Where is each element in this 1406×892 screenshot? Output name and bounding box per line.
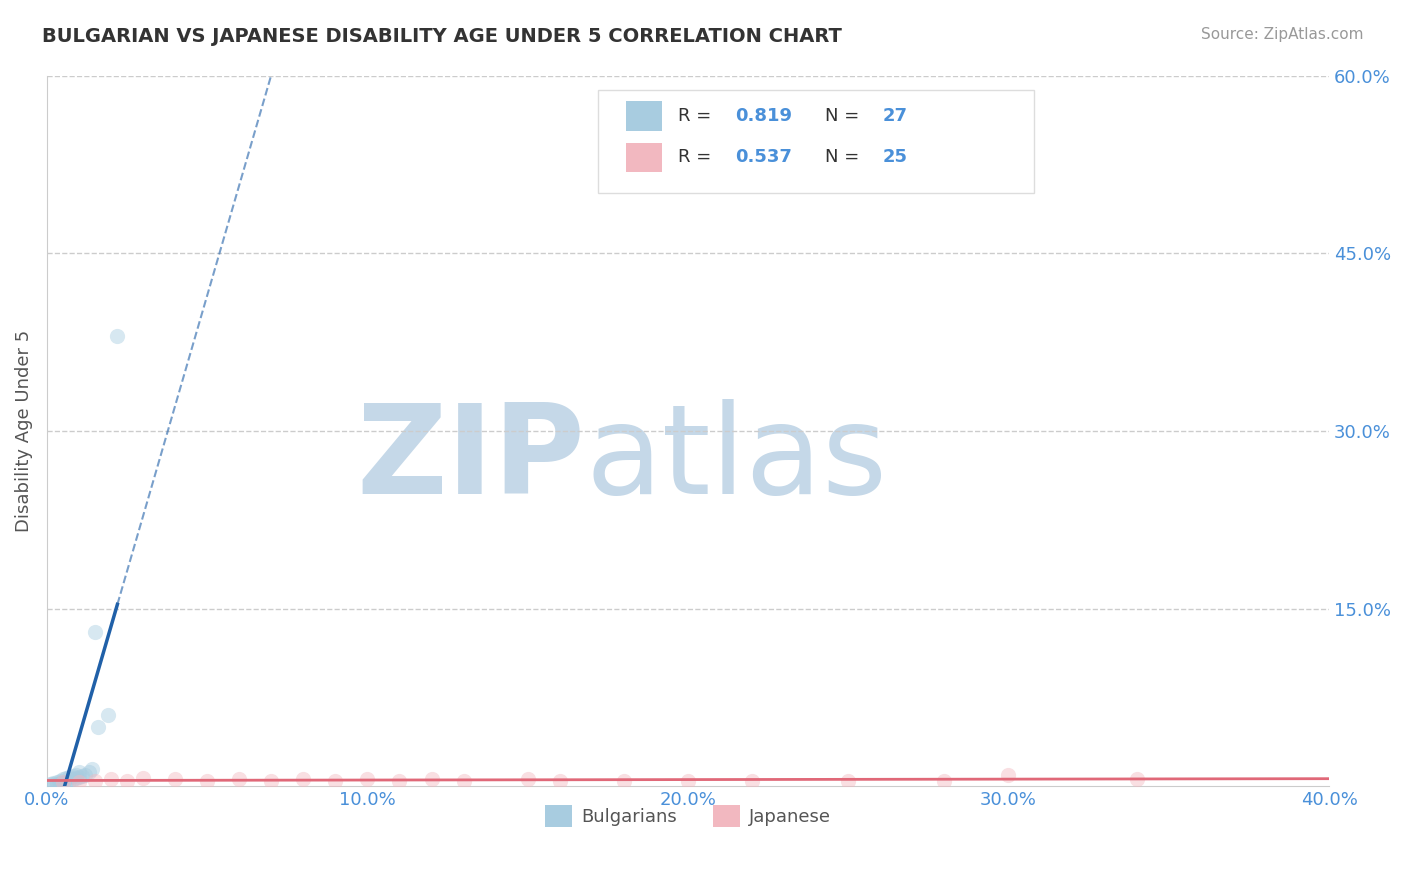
Text: 27: 27 <box>883 107 908 125</box>
Text: R =: R = <box>678 148 717 167</box>
Text: atlas: atlas <box>585 399 887 520</box>
Text: 0.819: 0.819 <box>735 107 793 125</box>
Text: BULGARIAN VS JAPANESE DISABILITY AGE UNDER 5 CORRELATION CHART: BULGARIAN VS JAPANESE DISABILITY AGE UND… <box>42 27 842 45</box>
Point <box>65 767 87 781</box>
Point <box>52 774 75 789</box>
Point <box>52 776 75 790</box>
Text: N =: N = <box>825 148 865 167</box>
Point <box>80 762 103 776</box>
Point <box>70 769 93 783</box>
Point <box>87 720 110 734</box>
Point <box>325 773 347 788</box>
Point <box>934 773 956 788</box>
Point <box>58 770 80 784</box>
Text: 0.537: 0.537 <box>735 148 792 167</box>
Point <box>55 771 77 785</box>
Text: 25: 25 <box>883 148 908 167</box>
Point <box>75 767 97 781</box>
Point <box>58 773 80 788</box>
FancyBboxPatch shape <box>627 143 662 172</box>
Point <box>84 625 107 640</box>
Point <box>195 773 218 788</box>
Point <box>100 772 122 787</box>
Point <box>997 767 1019 781</box>
Point <box>84 773 107 788</box>
Point <box>97 708 120 723</box>
Point <box>67 765 90 780</box>
Point <box>52 772 75 787</box>
Point <box>453 773 475 788</box>
Point <box>548 773 571 788</box>
Point <box>45 774 67 789</box>
Point <box>165 772 187 787</box>
Point <box>115 773 138 788</box>
Legend: Bulgarians, Japanese: Bulgarians, Japanese <box>537 797 838 834</box>
Point <box>132 771 155 785</box>
Point <box>837 773 859 788</box>
Point <box>676 773 699 788</box>
Point <box>62 772 84 787</box>
Point <box>420 772 443 787</box>
Text: ZIP: ZIP <box>357 399 585 520</box>
Point <box>39 777 62 791</box>
Point <box>741 773 763 788</box>
FancyBboxPatch shape <box>627 101 662 130</box>
Point <box>67 770 90 784</box>
Point <box>45 777 67 791</box>
Point <box>516 772 538 787</box>
Text: N =: N = <box>825 107 865 125</box>
Point <box>228 772 250 787</box>
Text: Source: ZipAtlas.com: Source: ZipAtlas.com <box>1201 27 1364 42</box>
Point <box>48 773 70 788</box>
Text: R =: R = <box>678 107 717 125</box>
Point <box>356 772 378 787</box>
FancyBboxPatch shape <box>598 90 1035 193</box>
Point <box>42 776 65 790</box>
Point <box>67 774 90 789</box>
Y-axis label: Disability Age Under 5: Disability Age Under 5 <box>15 330 32 533</box>
Point <box>1125 772 1147 787</box>
Point <box>62 769 84 783</box>
Point <box>55 774 77 789</box>
Point <box>48 776 70 790</box>
Point <box>65 771 87 785</box>
Point <box>107 329 129 343</box>
Point <box>613 773 636 788</box>
Point <box>42 777 65 791</box>
Point <box>260 773 283 788</box>
Point <box>388 773 411 788</box>
Point <box>292 772 315 787</box>
Point <box>77 765 100 780</box>
